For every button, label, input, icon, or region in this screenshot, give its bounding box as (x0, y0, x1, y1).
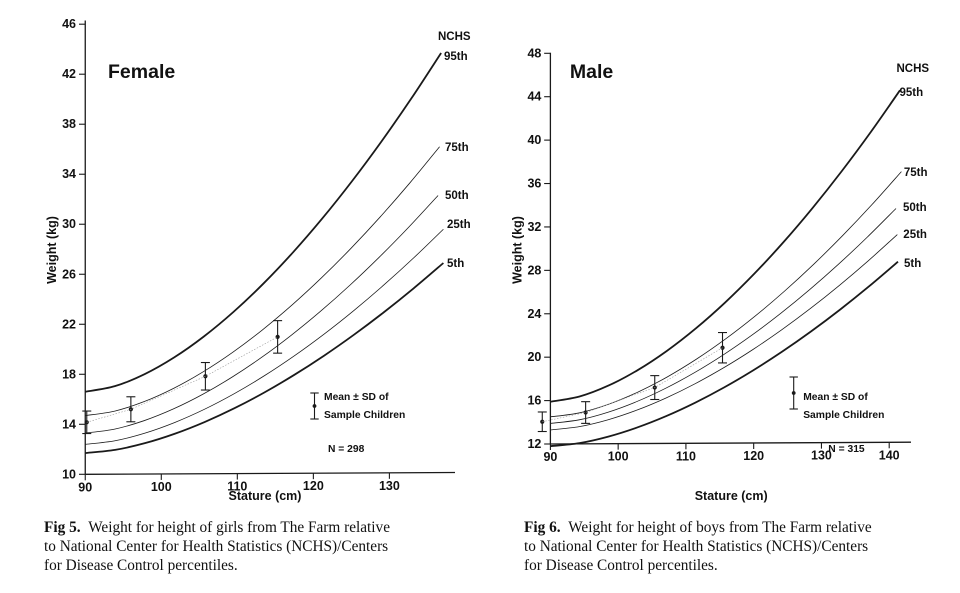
svg-text:46: 46 (62, 17, 76, 31)
svg-text:Sample Children: Sample Children (324, 410, 405, 421)
svg-text:110: 110 (676, 449, 696, 463)
svg-text:NCHS: NCHS (897, 63, 930, 75)
svg-text:N = 315: N = 315 (828, 444, 865, 455)
svg-text:120: 120 (303, 479, 324, 493)
svg-text:36: 36 (527, 177, 541, 191)
svg-text:Stature (cm): Stature (cm) (695, 489, 768, 503)
svg-text:NCHS: NCHS (438, 31, 471, 43)
svg-text:10: 10 (62, 467, 76, 481)
svg-text:140: 140 (879, 448, 900, 462)
svg-text:75th: 75th (904, 167, 928, 179)
svg-text:40: 40 (527, 133, 541, 147)
svg-text:12: 12 (527, 437, 541, 451)
svg-text:90: 90 (78, 480, 92, 494)
svg-text:50th: 50th (445, 190, 469, 202)
svg-text:44: 44 (527, 90, 541, 104)
svg-text:48: 48 (527, 46, 541, 60)
svg-text:18: 18 (62, 367, 76, 381)
svg-text:Sample Children: Sample Children (803, 410, 884, 421)
svg-text:24: 24 (527, 307, 541, 321)
svg-text:16: 16 (527, 394, 541, 408)
svg-text:28: 28 (527, 263, 541, 277)
svg-text:100: 100 (151, 480, 172, 494)
svg-text:26: 26 (62, 267, 76, 281)
svg-text:N = 298: N = 298 (328, 444, 365, 455)
svg-text:32: 32 (527, 220, 541, 234)
svg-text:100: 100 (608, 450, 629, 464)
svg-text:95th: 95th (444, 51, 468, 63)
svg-text:22: 22 (62, 317, 76, 331)
svg-text:Mean ± SD of: Mean ± SD of (803, 392, 868, 403)
svg-text:95th: 95th (900, 87, 924, 99)
svg-text:34: 34 (62, 167, 76, 181)
svg-text:Weight (kg): Weight (kg) (45, 216, 59, 284)
svg-text:42: 42 (62, 67, 76, 81)
svg-text:50th: 50th (903, 202, 927, 214)
svg-text:30: 30 (62, 217, 76, 231)
svg-text:5th: 5th (447, 258, 464, 270)
svg-text:Stature (cm): Stature (cm) (229, 489, 302, 503)
svg-text:14: 14 (62, 417, 76, 431)
svg-text:75th: 75th (445, 142, 469, 154)
svg-text:Male: Male (570, 61, 614, 83)
svg-text:120: 120 (743, 449, 764, 463)
svg-text:Female: Female (108, 61, 175, 83)
svg-text:25th: 25th (903, 229, 927, 241)
svg-text:Mean ± SD of: Mean ± SD of (324, 392, 389, 403)
svg-text:20: 20 (527, 350, 541, 364)
svg-text:38: 38 (62, 117, 76, 131)
svg-text:90: 90 (543, 450, 557, 464)
svg-text:Weight (kg): Weight (kg) (510, 216, 524, 284)
svg-text:5th: 5th (904, 258, 921, 270)
svg-text:25th: 25th (447, 219, 471, 231)
svg-text:130: 130 (379, 479, 400, 493)
